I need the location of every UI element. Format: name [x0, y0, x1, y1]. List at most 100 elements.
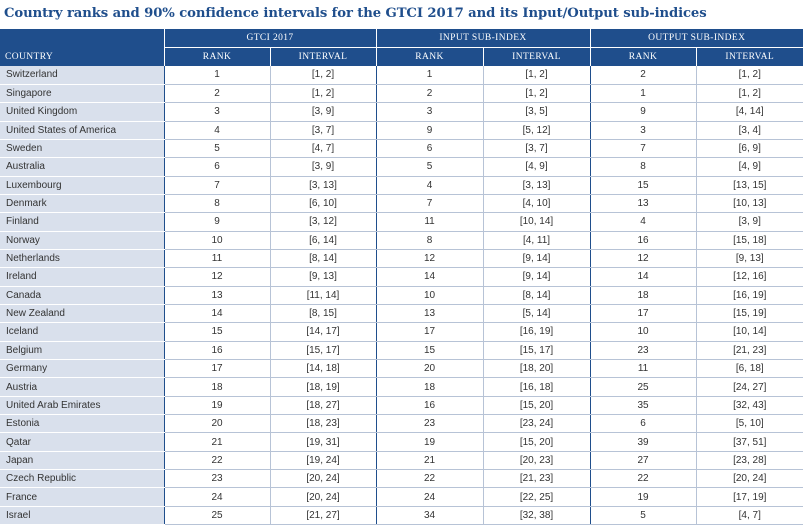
table-row: Sweden 5 [4, 7] 6 [3, 7] 7 [6, 9]: [0, 139, 803, 159]
output-interval-cell: [3, 9]: [695, 212, 803, 232]
gtci-rank-cell: 6: [163, 157, 270, 177]
country-cell: Netherlands: [0, 249, 164, 269]
input-rank-cell: 19: [375, 432, 484, 452]
gtci-rank-cell: 10: [163, 231, 270, 250]
gtci-rank-cell: 14: [163, 304, 270, 324]
output-interval-cell: [24, 27]: [695, 377, 803, 397]
gtci-interval-cell: [20, 24]: [269, 487, 377, 507]
output-rank-cell: 3: [589, 121, 697, 140]
input-interval-cell: [5, 14]: [482, 304, 591, 324]
input-rank-cell: 18: [375, 377, 484, 397]
output-interval-cell: [10, 14]: [695, 322, 803, 342]
input-interval-cell: [5, 12]: [482, 121, 591, 140]
country-cell: Australia: [0, 157, 164, 177]
gtci-interval-cell: [1, 2]: [269, 66, 377, 85]
table-row: Australia 6 [3, 9] 5 [4, 9] 8 [4, 9]: [0, 157, 803, 177]
gtci-interval-cell: [20, 24]: [269, 469, 377, 489]
table-row: Switzerland 1 [1, 2] 1 [1, 2] 2 [1, 2]: [0, 66, 803, 85]
gtci-rank-cell: 12: [163, 267, 270, 287]
output-rank-cell: 22: [589, 469, 697, 489]
input-rank-cell: 1: [375, 66, 484, 85]
output-interval-cell: [1, 2]: [695, 84, 803, 104]
output-rank-cell: 5: [589, 506, 697, 526]
output-interval-cell: [23, 28]: [695, 451, 803, 471]
input-rank-cell: 2: [375, 84, 484, 104]
gtci-rank-cell: 24: [163, 487, 270, 507]
input-interval-cell: [15, 20]: [482, 396, 591, 416]
gtci-interval-cell: [14, 17]: [269, 322, 377, 342]
input-interval-cell: [21, 23]: [482, 469, 591, 489]
country-cell: United Arab Emirates: [0, 396, 164, 416]
output-rank-cell: 14: [589, 267, 697, 287]
input-rank-cell: 9: [375, 121, 484, 140]
input-interval-cell: [20, 23]: [482, 451, 591, 471]
gtci-interval-cell: [1, 2]: [269, 84, 377, 104]
header-blank: [0, 29, 164, 48]
output-interval-cell: [6, 9]: [695, 139, 803, 159]
table-row: Finland 9 [3, 12] 11 [10, 14] 4 [3, 9]: [0, 212, 803, 232]
country-cell: Sweden: [0, 139, 164, 159]
output-interval-cell: [4, 9]: [695, 157, 803, 177]
output-rank-cell: 1: [589, 84, 697, 104]
gtci-rank-cell: 7: [163, 176, 270, 195]
country-cell: France: [0, 487, 164, 507]
input-rank-cell: 22: [375, 469, 484, 489]
column-header-input-rank: RANK: [375, 47, 484, 66]
table-row: Luxembourg 7 [3, 13] 4 [3, 13] 15 [13, 15]: [0, 176, 803, 195]
input-rank-cell: 15: [375, 341, 484, 361]
country-cell: Czech Republic: [0, 469, 164, 489]
country-cell: Canada: [0, 286, 164, 305]
input-interval-cell: [18, 20]: [482, 359, 591, 379]
table-row: Canada 13 [11, 14] 10 [8, 14] 18 [16, 19]: [0, 286, 803, 305]
table-row: Japan 22 [19, 24] 21 [20, 23] 27 [23, 28]: [0, 451, 803, 471]
gtci-interval-cell: [6, 10]: [269, 194, 377, 214]
country-cell: Finland: [0, 212, 164, 232]
group-header-row: GTCI 2017 INPUT SUB-INDEX OUTPUT SUB-IND…: [0, 29, 803, 48]
table-row: Austria 18 [18, 19] 18 [16, 18] 25 [24, 27]: [0, 377, 803, 397]
gtci-interval-cell: [4, 7]: [269, 139, 377, 159]
table-row: Iceland 15 [14, 17] 17 [16, 19] 10 [10, 14]: [0, 322, 803, 342]
input-rank-cell: 8: [375, 231, 484, 250]
gtci-rank-cell: 3: [163, 102, 270, 122]
output-rank-cell: 8: [589, 157, 697, 177]
output-rank-cell: 35: [589, 396, 697, 416]
gtci-rank-cell: 2: [163, 84, 270, 104]
page-title: Country ranks and 90% confidence interva…: [4, 6, 707, 21]
input-interval-cell: [4, 10]: [482, 194, 591, 214]
output-interval-cell: [32, 43]: [695, 396, 803, 416]
input-interval-cell: [32, 38]: [482, 506, 591, 526]
table-row: Denmark 8 [6, 10] 7 [4, 10] 13 [10, 13]: [0, 194, 803, 214]
column-header-country: COUNTRY: [0, 47, 164, 66]
gtci-interval-cell: [18, 27]: [269, 396, 377, 416]
input-interval-cell: [3, 13]: [482, 176, 591, 195]
country-cell: Japan: [0, 451, 164, 471]
output-rank-cell: 23: [589, 341, 697, 361]
input-rank-cell: 21: [375, 451, 484, 471]
output-interval-cell: [9, 13]: [695, 249, 803, 269]
table-row: Germany 17 [14, 18] 20 [18, 20] 11 [6, 18]: [0, 359, 803, 379]
input-interval-cell: [3, 7]: [482, 139, 591, 159]
gtci-interval-cell: [8, 14]: [269, 249, 377, 269]
output-rank-cell: 7: [589, 139, 697, 159]
output-rank-cell: 6: [589, 414, 697, 434]
country-cell: United States of America: [0, 121, 164, 140]
input-interval-cell: [15, 17]: [482, 341, 591, 361]
country-cell: Iceland: [0, 322, 164, 342]
output-interval-cell: [20, 24]: [695, 469, 803, 489]
output-rank-cell: 18: [589, 286, 697, 305]
gtci-rank-cell: 16: [163, 341, 270, 361]
gtci-interval-cell: [9, 13]: [269, 267, 377, 287]
input-rank-cell: 5: [375, 157, 484, 177]
gtci-rank-cell: 25: [163, 506, 270, 526]
input-interval-cell: [1, 2]: [482, 66, 591, 85]
input-interval-cell: [9, 14]: [482, 249, 591, 269]
country-cell: Norway: [0, 231, 164, 250]
input-rank-cell: 4: [375, 176, 484, 195]
gtci-interval-cell: [3, 7]: [269, 121, 377, 140]
output-rank-cell: 25: [589, 377, 697, 397]
output-rank-cell: 19: [589, 487, 697, 507]
input-rank-cell: 7: [375, 194, 484, 214]
output-interval-cell: [21, 23]: [695, 341, 803, 361]
column-header-output-interval: INTERVAL: [695, 47, 803, 66]
input-rank-cell: 17: [375, 322, 484, 342]
